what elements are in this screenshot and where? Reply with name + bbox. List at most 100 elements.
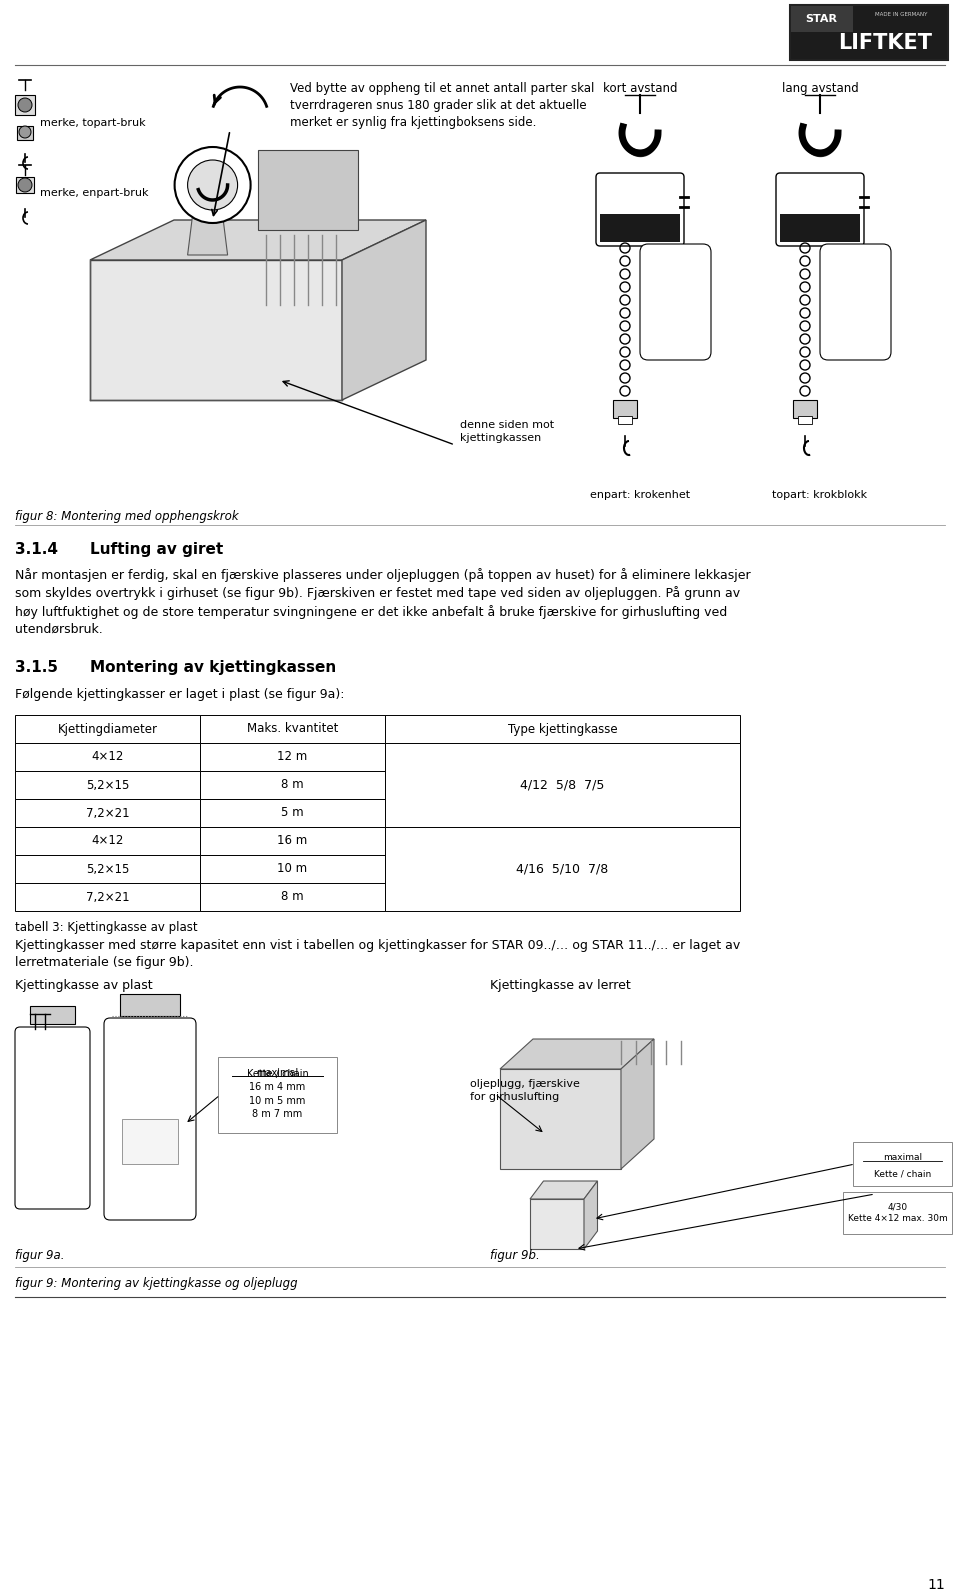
- Text: 4/12  5/8  7/5: 4/12 5/8 7/5: [520, 779, 605, 792]
- Bar: [122, 1119, 178, 1163]
- Text: 5 m: 5 m: [281, 806, 303, 819]
- Polygon shape: [500, 1069, 621, 1168]
- Text: Ved bytte av oppheng til et annet antall parter skal
tverrdrageren snus 180 grad: Ved bytte av oppheng til et annet antall…: [290, 81, 594, 129]
- Bar: [15, 771, 200, 800]
- Bar: [200, 883, 385, 911]
- Text: MADE IN GERMANY: MADE IN GERMANY: [875, 13, 927, 18]
- Text: merke, enpart-bruk: merke, enpart-bruk: [40, 188, 149, 198]
- Text: 4×12: 4×12: [91, 750, 124, 763]
- Bar: [613, 401, 637, 418]
- Text: figur 8: Montering med opphengskrok: figur 8: Montering med opphengskrok: [15, 511, 239, 523]
- Bar: [385, 744, 740, 827]
- Bar: [15, 855, 200, 883]
- Text: kort avstand: kort avstand: [603, 81, 677, 96]
- Text: figur 9: Montering av kjettingkasse og oljeplugg: figur 9: Montering av kjettingkasse og o…: [15, 1277, 298, 1290]
- Circle shape: [18, 97, 32, 112]
- Text: Når montasjen er ferdig, skal en fjærskive plasseres under oljepluggen (på toppe: Når montasjen er ferdig, skal en fjærski…: [15, 568, 751, 635]
- FancyBboxPatch shape: [218, 1057, 337, 1133]
- Text: Kjettingkasser med større kapasitet enn vist i tabellen og kjettingkasser for ST: Kjettingkasser med større kapasitet enn …: [15, 938, 740, 969]
- Text: lang avstand: lang avstand: [781, 81, 858, 96]
- Bar: [385, 827, 740, 911]
- Bar: [791, 6, 853, 32]
- Bar: [200, 800, 385, 827]
- Bar: [790, 5, 948, 61]
- Text: 3.1.5: 3.1.5: [15, 661, 58, 675]
- Text: figur 9a.: figur 9a.: [15, 1250, 64, 1262]
- Polygon shape: [621, 1039, 654, 1168]
- Text: Montering av kjettingkassen: Montering av kjettingkassen: [90, 661, 336, 675]
- Text: 4×12: 4×12: [91, 835, 124, 847]
- Bar: [200, 855, 385, 883]
- Text: denne siden mot
kjettingkassen: denne siden mot kjettingkassen: [460, 420, 554, 444]
- Bar: [200, 827, 385, 855]
- FancyBboxPatch shape: [15, 1026, 90, 1210]
- FancyBboxPatch shape: [776, 172, 864, 246]
- Circle shape: [187, 160, 238, 211]
- Text: Lufting av giret: Lufting av giret: [90, 543, 224, 557]
- Bar: [385, 715, 740, 744]
- Bar: [120, 994, 180, 1017]
- Text: 5,2×15: 5,2×15: [85, 779, 130, 792]
- Text: maximal: maximal: [883, 1154, 922, 1162]
- Polygon shape: [90, 260, 342, 401]
- Text: 10 m: 10 m: [277, 862, 307, 876]
- FancyBboxPatch shape: [596, 172, 684, 246]
- Bar: [16, 177, 34, 193]
- Text: topart: krokblokk: topart: krokblokk: [773, 490, 868, 500]
- Text: Kette / chain
16 m 4 mm
10 m 5 mm
8 m 7 mm: Kette / chain 16 m 4 mm 10 m 5 mm 8 m 7 …: [247, 1069, 308, 1119]
- Text: 12 m: 12 m: [277, 750, 307, 763]
- Polygon shape: [530, 1181, 597, 1199]
- Text: enpart: krokenhet: enpart: krokenhet: [590, 490, 690, 500]
- Text: Følgende kjettingkasser er laget i plast (se figur 9a):: Følgende kjettingkasser er laget i plast…: [15, 688, 345, 701]
- Text: figur 9b.: figur 9b.: [490, 1250, 540, 1262]
- Bar: [30, 1005, 75, 1025]
- Text: 5,2×15: 5,2×15: [85, 862, 130, 876]
- FancyBboxPatch shape: [853, 1143, 952, 1186]
- Text: merke, topart-bruk: merke, topart-bruk: [40, 118, 146, 128]
- Polygon shape: [187, 215, 228, 255]
- Bar: [15, 96, 35, 115]
- Text: 7,2×21: 7,2×21: [85, 806, 130, 819]
- Text: 8 m: 8 m: [281, 779, 303, 792]
- Text: oljeplugg, fjærskive
for girhuslufting: oljeplugg, fjærskive for girhuslufting: [470, 1079, 580, 1103]
- Text: Kjettingdiameter: Kjettingdiameter: [58, 723, 157, 736]
- Polygon shape: [90, 220, 426, 260]
- Text: Maks. kvantitet: Maks. kvantitet: [247, 723, 338, 736]
- Text: Kjettingkasse av plast: Kjettingkasse av plast: [15, 978, 153, 993]
- Bar: [15, 883, 200, 911]
- Bar: [17, 126, 33, 140]
- FancyBboxPatch shape: [843, 1192, 952, 1234]
- Text: 4/30
Kette 4×12 max. 30m: 4/30 Kette 4×12 max. 30m: [848, 1203, 948, 1224]
- Circle shape: [175, 147, 251, 223]
- Text: STAR: STAR: [805, 14, 837, 24]
- Circle shape: [19, 126, 31, 137]
- Text: maximal: maximal: [256, 1068, 299, 1077]
- Bar: [15, 827, 200, 855]
- Text: 3.1.4: 3.1.4: [15, 543, 58, 557]
- Polygon shape: [342, 220, 426, 401]
- Polygon shape: [530, 1199, 584, 1250]
- Bar: [200, 744, 385, 771]
- Bar: [200, 771, 385, 800]
- Text: 8 m: 8 m: [281, 891, 303, 903]
- Text: tabell 3: Kjettingkasse av plast: tabell 3: Kjettingkasse av plast: [15, 921, 198, 934]
- Text: 4/16  5/10  7/8: 4/16 5/10 7/8: [516, 862, 609, 876]
- FancyBboxPatch shape: [820, 244, 891, 361]
- Bar: [15, 744, 200, 771]
- Text: 11: 11: [927, 1578, 945, 1591]
- Text: Type kjettingkasse: Type kjettingkasse: [508, 723, 617, 736]
- Bar: [793, 401, 817, 418]
- Bar: [15, 715, 200, 744]
- Text: LIFTKET: LIFTKET: [838, 34, 932, 53]
- Bar: [798, 417, 812, 425]
- FancyBboxPatch shape: [640, 244, 711, 361]
- Text: Kette / chain: Kette / chain: [874, 1170, 931, 1178]
- Text: 7,2×21: 7,2×21: [85, 891, 130, 903]
- Bar: [200, 715, 385, 744]
- Circle shape: [18, 179, 32, 192]
- Bar: [618, 417, 632, 425]
- Polygon shape: [584, 1181, 597, 1250]
- Text: Kjettingkasse av lerret: Kjettingkasse av lerret: [490, 978, 631, 993]
- Text: 16 m: 16 m: [277, 835, 307, 847]
- FancyBboxPatch shape: [600, 214, 680, 243]
